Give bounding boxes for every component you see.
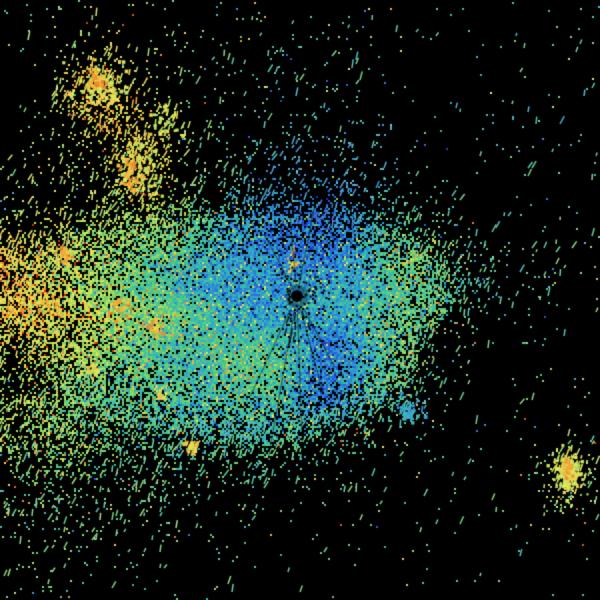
speckle-map-figure <box>0 0 600 600</box>
speckle-canvas <box>0 0 600 600</box>
